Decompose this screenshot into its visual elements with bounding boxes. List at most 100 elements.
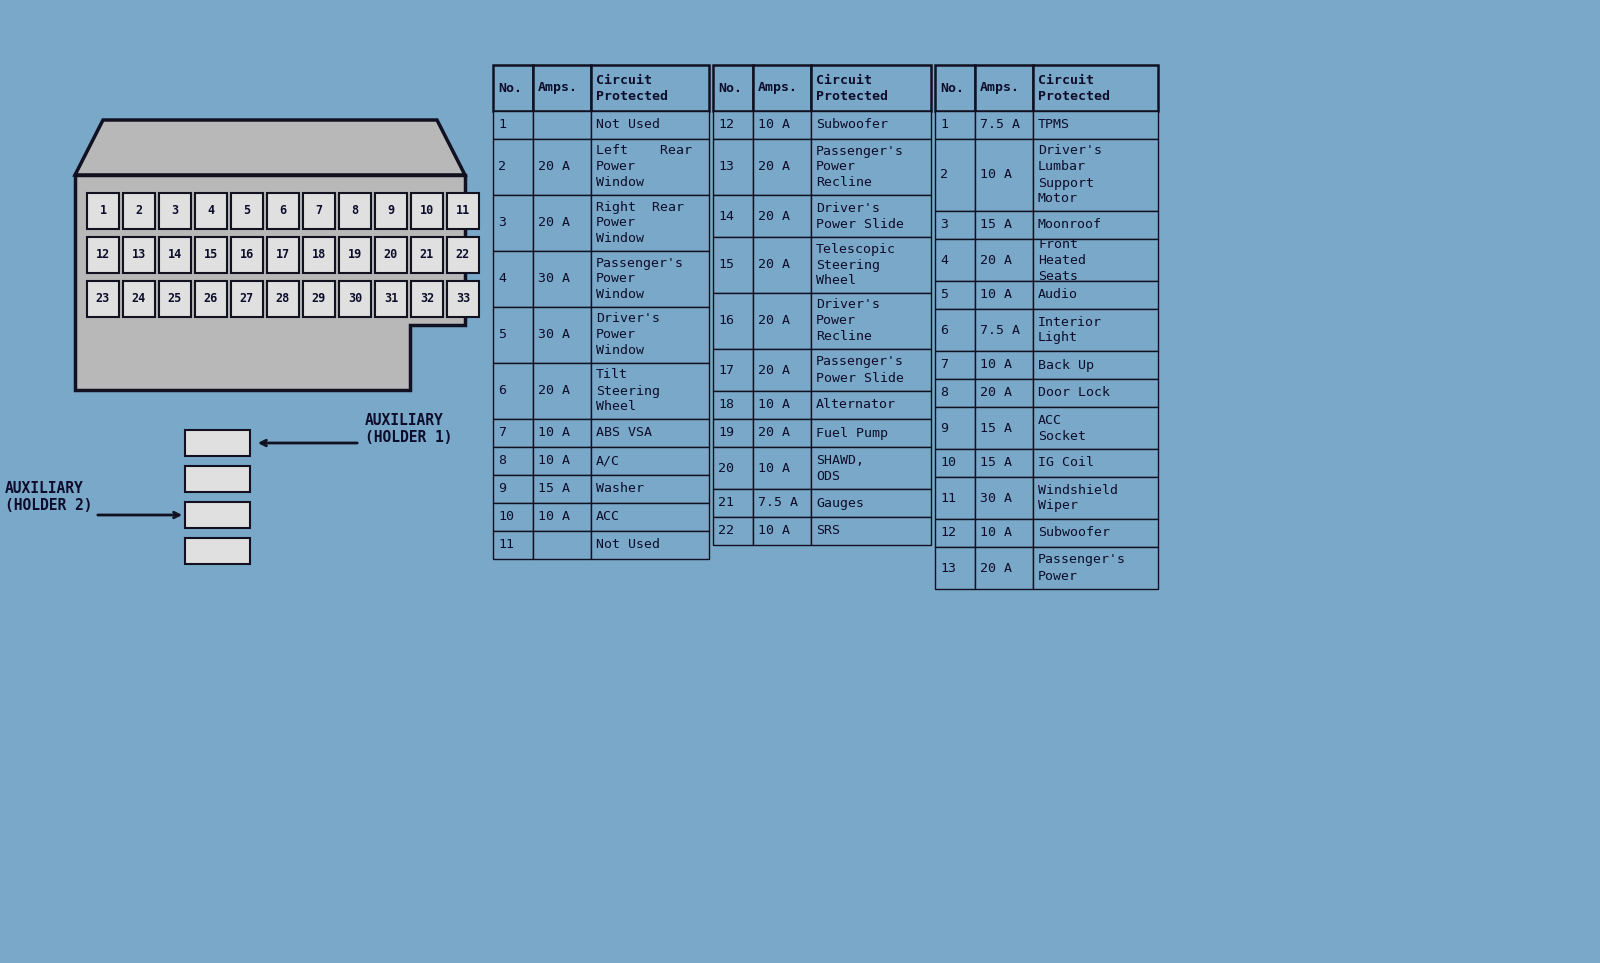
Bar (446, 193, 478, 229)
Text: 18: 18 (312, 248, 326, 262)
Bar (590, 307, 709, 363)
Text: No.: No. (718, 82, 742, 94)
Text: Amps.: Amps. (979, 82, 1021, 94)
Text: Driver's
Lumbar
Support
Motor: Driver's Lumbar Support Motor (1038, 144, 1102, 205)
Text: 20 A: 20 A (979, 561, 1013, 575)
Text: Subwoofer: Subwoofer (1038, 527, 1110, 539)
Text: 12: 12 (718, 118, 734, 132)
Text: 11: 11 (941, 491, 957, 505)
Text: 10: 10 (941, 456, 957, 470)
Text: 6: 6 (280, 204, 286, 218)
Text: 11: 11 (456, 204, 470, 218)
Bar (1034, 407, 1158, 449)
Text: 2: 2 (136, 204, 142, 218)
Bar (123, 193, 155, 229)
Text: 20 A: 20 A (758, 427, 790, 439)
Text: 10: 10 (419, 204, 434, 218)
Text: ACC: ACC (595, 510, 621, 524)
Bar (1034, 449, 1158, 477)
Bar (1034, 211, 1158, 239)
Bar (934, 379, 974, 407)
Bar (934, 477, 974, 519)
Bar (754, 391, 811, 419)
Bar (267, 237, 299, 273)
Bar (811, 419, 931, 447)
Bar (934, 239, 974, 281)
Text: 23: 23 (96, 293, 110, 305)
Bar (974, 477, 1034, 519)
Bar (811, 517, 931, 545)
Text: ACC
Socket: ACC Socket (1038, 413, 1086, 443)
Bar (533, 111, 590, 139)
Text: 21: 21 (419, 248, 434, 262)
Bar (811, 391, 931, 419)
Bar (1034, 547, 1158, 589)
Bar (533, 363, 590, 419)
Text: 5: 5 (243, 204, 251, 218)
Bar (974, 407, 1034, 449)
Text: Circuit
Protected: Circuit Protected (1038, 73, 1110, 102)
Bar (123, 281, 155, 317)
Bar (158, 237, 190, 273)
Text: Right  Rear
Power
Window: Right Rear Power Window (595, 200, 685, 246)
Bar (590, 447, 709, 475)
Text: Passenger's
Power Slide: Passenger's Power Slide (816, 355, 904, 384)
Text: 8: 8 (352, 204, 358, 218)
Bar (1034, 309, 1158, 351)
Text: 2: 2 (498, 161, 506, 173)
Bar (590, 251, 709, 307)
Text: No.: No. (941, 82, 963, 94)
Text: Circuit
Protected: Circuit Protected (595, 73, 669, 102)
Bar (186, 430, 250, 456)
Text: Front
Heated
Seats: Front Heated Seats (1038, 238, 1086, 282)
Bar (493, 307, 533, 363)
Text: 10 A: 10 A (979, 527, 1013, 539)
Bar (714, 195, 754, 237)
Bar (339, 281, 371, 317)
Bar (302, 237, 334, 273)
Text: 9: 9 (498, 482, 506, 496)
Text: 20 A: 20 A (758, 363, 790, 377)
Text: Driver's
Power
Window: Driver's Power Window (595, 313, 661, 357)
Bar (446, 237, 478, 273)
Text: SHAWD,
ODS: SHAWD, ODS (816, 454, 864, 482)
Bar (339, 193, 371, 229)
Bar (934, 449, 974, 477)
Bar (811, 447, 931, 489)
Bar (811, 237, 931, 293)
Text: 32: 32 (419, 293, 434, 305)
Bar (411, 193, 443, 229)
Text: 15 A: 15 A (538, 482, 570, 496)
Bar (493, 251, 533, 307)
Text: TPMS: TPMS (1038, 118, 1070, 132)
Bar (493, 195, 533, 251)
Bar (934, 547, 974, 589)
Bar (195, 281, 227, 317)
Text: 24: 24 (131, 293, 146, 305)
Bar (1034, 379, 1158, 407)
Text: 22: 22 (718, 525, 734, 537)
Bar (811, 65, 931, 111)
Bar (533, 307, 590, 363)
Text: 20: 20 (384, 248, 398, 262)
Bar (974, 309, 1034, 351)
Text: AUXILIARY
(HOLDER 2): AUXILIARY (HOLDER 2) (5, 481, 93, 513)
Text: 13: 13 (718, 161, 734, 173)
Text: Subwoofer: Subwoofer (816, 118, 888, 132)
Bar (934, 351, 974, 379)
Bar (811, 195, 931, 237)
Text: 20 A: 20 A (758, 210, 790, 222)
Bar (590, 363, 709, 419)
Text: 31: 31 (384, 293, 398, 305)
Bar (974, 449, 1034, 477)
Text: 7: 7 (498, 427, 506, 439)
Text: 10 A: 10 A (979, 289, 1013, 301)
Bar (590, 503, 709, 531)
Bar (934, 519, 974, 547)
Text: Washer: Washer (595, 482, 643, 496)
Text: 10 A: 10 A (979, 358, 1013, 372)
Bar (811, 489, 931, 517)
Text: 28: 28 (275, 293, 290, 305)
Polygon shape (75, 175, 466, 390)
Bar (714, 447, 754, 489)
